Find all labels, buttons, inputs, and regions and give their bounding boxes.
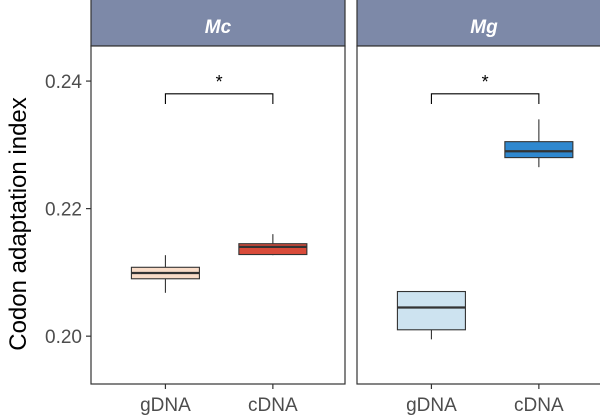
significance-label: * [216,72,223,92]
x-tick-label: gDNA [406,395,457,416]
strip-title: Mc [205,17,232,38]
y-tick-label: 0.22 [45,200,82,221]
x-tick-label: cDNA [248,395,298,416]
significance-bracket [430,93,540,105]
strip-title: Mg [470,17,498,38]
y-axis-title: Codon adaptation index [5,97,32,351]
box-gdna [396,290,466,340]
x-tick-label: cDNA [514,395,564,416]
box-cdna [238,234,308,256]
panel-mg: Mg gDNA cDNA * [356,0,600,416]
strip-header [90,0,346,47]
significance-label: * [482,72,489,92]
box-cdna [504,119,574,168]
box-body [504,141,574,159]
panel-mc: Mc gDNA cDNA * [90,0,346,416]
significance-bracket [164,93,274,105]
panel-border [90,45,346,385]
panel-border [356,45,600,385]
y-tick-label: 0.20 [45,327,82,348]
x-tick-label: gDNA [140,395,191,416]
box-body [396,290,466,331]
y-tick-label: 0.24 [45,72,82,93]
box-gdna [130,255,200,293]
box-body [238,243,308,256]
